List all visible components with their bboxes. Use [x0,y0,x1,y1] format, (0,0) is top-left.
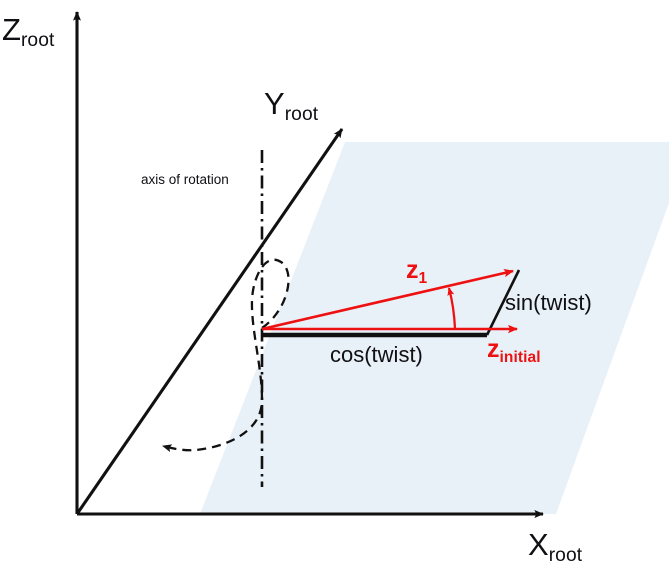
axis-label-x-root: Xroot [528,527,582,565]
cos-twist-label: cos(twist) [330,342,423,367]
vector-label-z-initial-subscript: initial [499,348,541,366]
axis-of-rotation-label: axis of rotation [141,172,229,187]
vector-label-z-initial-base: z [487,335,500,363]
axis-label-z-root-subscript: root [20,29,55,51]
twist-angle-arc [447,287,457,330]
axis-y-root-line [75,128,344,515]
axis-label-z-root-base: Z [2,12,21,47]
vector-label-z-initial: zinitial [487,335,541,365]
vector-label-z1-subscript: 1 [418,269,428,287]
vector-z1 [261,268,514,331]
axis-label-y-root-subscript: root [284,103,319,125]
axis-label-x-root-subscript: root [548,544,583,566]
sin-twist-label: sin(twist) [505,290,592,315]
rotation-trajectory-path [162,258,290,453]
sin-twist-segment [485,269,521,336]
axis-label-z-root: Zroot [2,12,54,50]
axis-label-y-root-base: Y [264,86,285,121]
axis-label-x-root-base: X [528,527,549,562]
vector-label-z1-base: z [406,256,419,284]
vector-label-z1: z1 [406,256,427,286]
axis-label-y-root: Yroot [264,86,318,124]
